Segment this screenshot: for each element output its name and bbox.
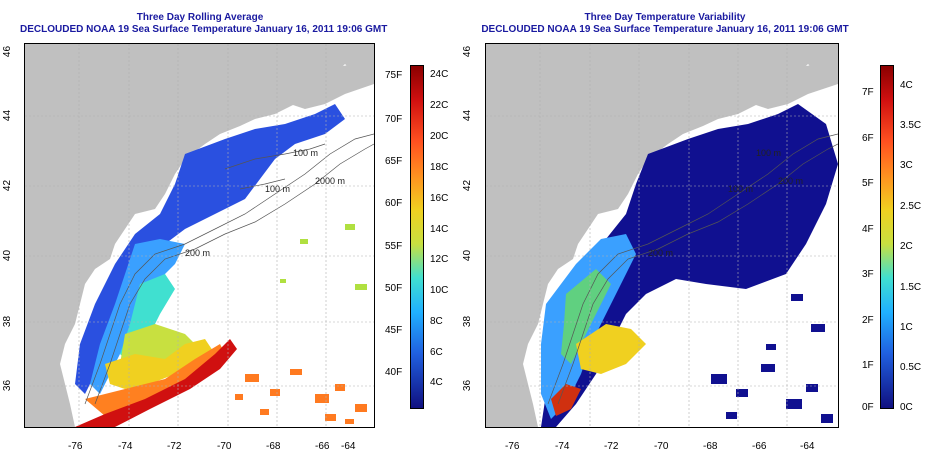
right-lon-tick-6: -64 — [800, 441, 815, 452]
left-map: 100 m 200 m 100 m 2000 m — [24, 43, 375, 428]
right-c-2: 2C — [900, 241, 913, 252]
left-c-16: 16C — [430, 193, 449, 204]
right-c-2-5: 2.5C — [900, 201, 922, 212]
right-c-1-5: 1.5C — [900, 282, 922, 293]
left-f-50: 50F — [385, 283, 403, 294]
right-title: Three Day Temperature Variability — [584, 12, 746, 23]
right-colorbar — [880, 65, 894, 409]
left-c-14: 14C — [430, 224, 449, 235]
left-c-18: 18C — [430, 162, 449, 173]
right-lat-tick-5: 46 — [462, 45, 474, 58]
left-f-70: 70F — [385, 114, 403, 125]
left-c-22: 22C — [430, 100, 449, 111]
right-lon-tick-3: -70 — [654, 441, 669, 452]
left-c-6: 6C — [430, 347, 443, 358]
var-green — [561, 269, 611, 364]
var-hot — [551, 384, 581, 416]
right-lon-tick-4: -68 — [703, 441, 718, 452]
left-c-8: 8C — [430, 316, 443, 327]
sst-scatter-green — [280, 224, 367, 290]
right-map-svg: 100 m 200 m 100 m 200 m — [486, 44, 838, 427]
left-f-75: 75F — [385, 70, 403, 81]
right-lat-tick-1: 38 — [462, 315, 474, 328]
right-map: 100 m 200 m 100 m 200 m — [485, 43, 839, 428]
sst-yellow — [105, 339, 215, 389]
var-low — [541, 104, 838, 427]
left-c-20: 20C — [430, 131, 449, 142]
right-c-1: 1C — [900, 322, 913, 333]
right-lat-tick-4: 44 — [462, 109, 474, 122]
left-f-60: 60F — [385, 198, 403, 209]
left-lat-tick-5: 46 — [2, 45, 14, 58]
left-lon-tick-1: -74 — [118, 441, 133, 452]
right-c-0-5: 0.5C — [900, 362, 922, 373]
left-lon-tick-0: -76 — [68, 441, 83, 452]
left-f-40: 40F — [385, 367, 403, 378]
right-f-2: 2F — [862, 315, 874, 326]
land-mass — [25, 44, 374, 427]
right-lon-tick-1: -74 — [555, 441, 570, 452]
left-lat-tick-3: 42 — [2, 179, 14, 192]
bathy-label-5: 100 m — [756, 148, 781, 158]
right-lon-tick-2: -72 — [604, 441, 619, 452]
left-map-svg: 100 m 200 m 100 m 2000 m — [25, 44, 374, 427]
left-lat-tick-4: 44 — [2, 109, 14, 122]
nova-scotia — [748, 59, 838, 109]
right-subtitle: DECLOUDED NOAA 19 Sea Surface Temperatur… — [481, 24, 849, 35]
bathy-label-8: 200 m — [778, 176, 803, 186]
right-f-6: 6F — [862, 133, 874, 144]
sst-scatter — [235, 369, 367, 424]
land-mass — [486, 44, 838, 427]
right-f-7: 7F — [862, 87, 874, 98]
left-lat-tick-2: 40 — [2, 249, 14, 262]
var-yellow — [576, 324, 646, 374]
right-lon-tick-5: -66 — [752, 441, 767, 452]
right-f-4: 4F — [862, 224, 874, 235]
bathy-label-4: 2000 m — [315, 176, 345, 186]
bathymetry-contours — [547, 133, 838, 405]
left-f-55: 55F — [385, 241, 403, 252]
grid-lines — [486, 44, 838, 427]
bathy-label-7: 100 m — [728, 184, 753, 194]
left-lon-tick-5: -66 — [315, 441, 330, 452]
right-lat-tick-0: 36 — [462, 379, 474, 392]
right-lon-tick-0: -76 — [505, 441, 520, 452]
sst-orange — [85, 344, 225, 416]
left-lat-tick-1: 38 — [2, 315, 14, 328]
left-c-10: 10C — [430, 285, 449, 296]
right-f-3: 3F — [862, 269, 874, 280]
left-title: Three Day Rolling Average — [136, 12, 264, 23]
right-lat-tick-2: 40 — [462, 249, 474, 262]
right-f-1: 1F — [862, 360, 874, 371]
left-c-24: 24C — [430, 69, 449, 80]
bathy-label-1: 100 m — [293, 148, 318, 158]
right-lat-tick-3: 42 — [462, 179, 474, 192]
right-c-4: 4C — [900, 80, 913, 91]
left-subtitle: DECLOUDED NOAA 19 Sea Surface Temperatur… — [20, 24, 388, 35]
var-scatter — [711, 294, 833, 423]
left-f-45: 45F — [385, 325, 403, 336]
bathy-label-2: 200 m — [185, 248, 210, 258]
left-lat-tick-0: 36 — [2, 379, 14, 392]
left-lon-tick-4: -68 — [266, 441, 281, 452]
left-c-12: 12C — [430, 254, 449, 265]
left-colorbar — [410, 65, 424, 409]
left-lon-tick-3: -70 — [217, 441, 232, 452]
right-c-3: 3C — [900, 160, 913, 171]
right-c-0: 0C — [900, 402, 913, 413]
nova-scotia — [285, 59, 374, 109]
left-c-4: 4C — [430, 377, 443, 388]
bathy-label-6: 200 m — [648, 248, 673, 258]
left-f-65: 65F — [385, 156, 403, 167]
left-lon-tick-2: -72 — [167, 441, 182, 452]
right-f-5: 5F — [862, 178, 874, 189]
right-c-3-5: 3.5C — [900, 120, 922, 131]
bathy-label-3: 100 m — [265, 184, 290, 194]
right-f-0: 0F — [862, 402, 874, 413]
left-lon-tick-6: -64 — [341, 441, 356, 452]
